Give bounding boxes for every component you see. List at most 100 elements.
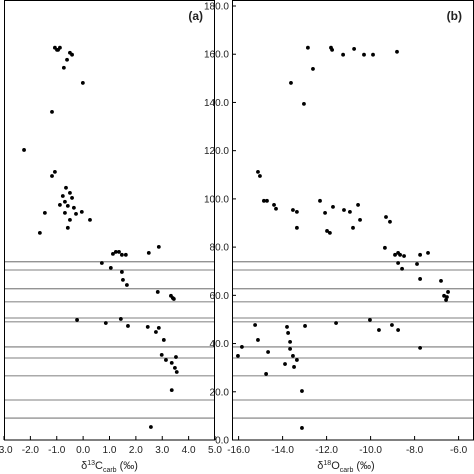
data-point [442, 293, 446, 298]
data-point [68, 217, 72, 222]
x-tick-label: -3.0 [0, 445, 13, 456]
data-point [58, 203, 62, 207]
data-point [286, 331, 290, 335]
data-point [80, 81, 85, 85]
data-point [256, 169, 260, 174]
data-point [79, 210, 84, 214]
data-point [274, 206, 278, 211]
data-point [119, 270, 124, 274]
data-point [444, 298, 448, 302]
y-tick-label: 100.0 [204, 194, 229, 205]
panel-label: (a) [188, 9, 203, 23]
x-tick-label: 4.0 [182, 445, 196, 456]
data-point [362, 52, 366, 57]
data-point [393, 252, 397, 257]
y-tick-label: 20.0 [210, 387, 230, 398]
data-point [291, 353, 295, 358]
data-point [295, 225, 299, 230]
x-title-prefix: δ [81, 460, 87, 472]
data-point [126, 324, 130, 328]
y-tick-label: 180.0 [204, 2, 229, 13]
data-point [330, 47, 334, 52]
data-point [161, 338, 166, 342]
data-point [88, 217, 92, 222]
data-point [323, 210, 327, 215]
data-point [426, 250, 430, 255]
data-point [159, 352, 164, 357]
data-point [171, 297, 176, 301]
data-point [283, 362, 287, 366]
data-point [65, 57, 69, 62]
data-point [341, 52, 345, 57]
data-point [53, 169, 57, 174]
x-tick-label: 1.0 [103, 445, 117, 456]
data-point [371, 52, 375, 57]
y-tick-label: 140.0 [204, 98, 229, 109]
x-title-element: C [95, 460, 103, 472]
data-point [265, 198, 269, 203]
data-point [342, 208, 346, 212]
data-point [22, 148, 26, 152]
data-point [169, 388, 174, 392]
data-point [415, 262, 419, 266]
data-point [74, 211, 78, 216]
data-point [348, 210, 352, 214]
data-point [64, 185, 68, 190]
data-point [118, 317, 123, 321]
x-axis-title: δ13Ccarb (‰) [81, 460, 138, 474]
x-title-sub: carb [340, 467, 354, 474]
x-title-sup: 18 [323, 460, 331, 467]
data-point [236, 353, 240, 358]
x-title-unit: (‰) [356, 460, 374, 472]
data-point [99, 261, 104, 265]
data-point [164, 358, 168, 362]
x-title-unit: (‰) [120, 460, 138, 472]
data-point [264, 372, 268, 376]
data-point [288, 346, 292, 351]
data-point [58, 45, 62, 50]
x-tick-label: 5.0 [208, 445, 222, 456]
data-point [334, 321, 338, 325]
y-tick-label: 160.0 [204, 50, 229, 61]
x-title-sup: 13 [87, 460, 95, 467]
data-point [318, 198, 322, 203]
data-point [388, 219, 392, 224]
data-point [50, 174, 54, 178]
data-point [300, 426, 304, 430]
data-point [156, 244, 161, 249]
data-point [154, 330, 158, 334]
data-point [356, 203, 360, 207]
data-point [108, 265, 113, 270]
data-point [155, 290, 160, 294]
data-point [61, 65, 66, 70]
data-point [174, 370, 179, 374]
y-tick-label: 120.0 [204, 146, 229, 157]
x-tick-label: -14.0 [271, 445, 294, 456]
y-tick-label: 60.0 [210, 291, 230, 302]
data-point [396, 261, 400, 265]
data-point [418, 252, 422, 257]
data-point [328, 230, 332, 235]
data-point [149, 425, 153, 429]
data-point [71, 205, 76, 210]
data-point [303, 324, 307, 328]
data-point [288, 339, 292, 344]
data-point [325, 229, 329, 233]
x-axis-title: δ18Ocarb (‰) [317, 460, 374, 474]
data-point [123, 252, 128, 257]
data-point [446, 290, 450, 294]
data-point [439, 278, 443, 283]
data-point [289, 81, 293, 85]
data-point [121, 278, 125, 282]
x-tick-label: -10.0 [359, 445, 382, 456]
data-point [398, 252, 402, 257]
y-tick-label: 80.0 [210, 243, 230, 254]
y-tick-label: 40.0 [210, 339, 230, 350]
data-point [174, 355, 178, 359]
data-point [70, 196, 74, 200]
plot-frame [4, 0, 215, 441]
x-tick-label: -8.0 [406, 445, 424, 456]
data-point [418, 277, 422, 281]
data-point [377, 328, 381, 332]
